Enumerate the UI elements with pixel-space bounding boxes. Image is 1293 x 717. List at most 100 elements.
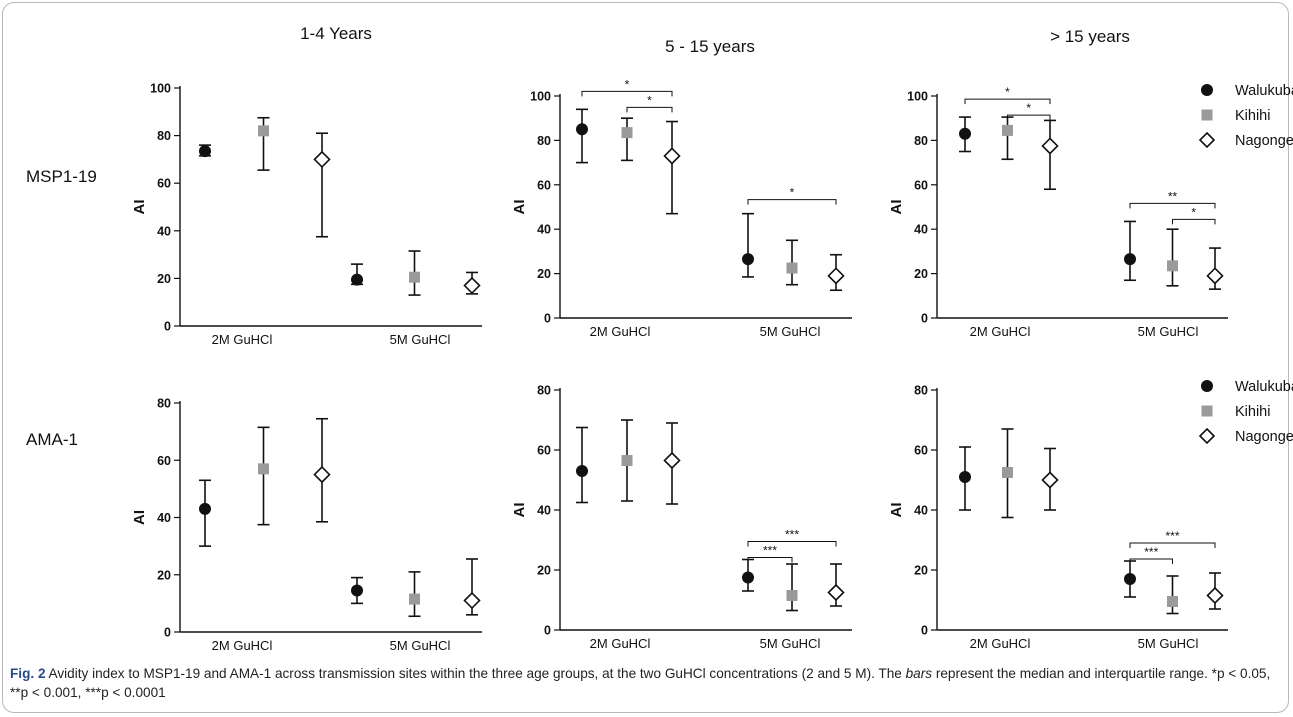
panel-2-y-tick-label: 100 — [530, 90, 551, 104]
panel-1-y-tick-label: 0 — [164, 320, 171, 334]
legend-2-marker-kihihi — [1201, 405, 1213, 417]
panel-3-x-tick-label: 5M GuHCl — [1138, 324, 1199, 339]
legend-2-marker-nagongera — [1198, 427, 1216, 445]
panel-2-y-tick-label: 0 — [544, 312, 551, 326]
panel-6-x-tick-label: 5M GuHCl — [1138, 636, 1199, 651]
panel-3-marker-kihihi — [1002, 124, 1013, 136]
panel-5-significance-bracket — [747, 557, 793, 563]
panel-2-y-tick-label: 60 — [537, 178, 551, 192]
panel-4-marker-walukuba — [351, 584, 363, 597]
panel-1-y-tick-label: 20 — [157, 272, 171, 286]
panel-3-marker-walukuba — [959, 127, 971, 140]
panel-3-y-tick-label: 60 — [914, 178, 928, 192]
panel-4-x-tick-label: 2M GuHCl — [212, 638, 273, 653]
panel-4-x-tick-label: 5M GuHCl — [390, 638, 451, 653]
panel-5-y-axis-label: AI — [511, 503, 528, 518]
row-label-1: MSP1-19 — [26, 167, 97, 186]
panel-4-y-tick-label: 0 — [164, 626, 171, 640]
panel-3-significance-label: * — [1005, 85, 1010, 99]
panel-4-marker-kihihi — [409, 593, 420, 605]
legend-2-entry-nagongera: Nagongera — [1235, 429, 1293, 445]
panel-6-marker-kihihi — [1167, 596, 1178, 607]
panel-1-marker-nagongera — [313, 150, 331, 169]
panel-6-y-tick-label: 60 — [914, 444, 928, 458]
panel-6-y-tick-label: 80 — [914, 384, 928, 398]
panel-1-y-tick-label: 60 — [157, 177, 171, 191]
panel-5-significance-label: *** — [785, 528, 799, 542]
panel-2-y-axis-label: AI — [511, 200, 528, 215]
panel-1-marker-walukuba — [199, 145, 211, 158]
panel-3-y-tick-label: 40 — [914, 223, 928, 237]
panel-3-significance-label: ** — [1168, 189, 1178, 203]
panel-2-significance-label: * — [647, 93, 652, 107]
panel-5-marker-walukuba — [742, 571, 754, 584]
panel-5-y-tick-label: 60 — [537, 444, 551, 458]
panel-6-marker-walukuba — [1124, 573, 1136, 585]
panel-5-significance-bracket — [747, 541, 837, 547]
panel-5-marker-kihihi — [621, 455, 633, 466]
column-title-3: > 15 years — [1050, 27, 1130, 46]
panel-3-significance-bracket — [1172, 218, 1216, 225]
panel-5-x-tick-label: 2M GuHCl — [590, 636, 651, 651]
panel-1-x-tick-label: 5M GuHCl — [390, 332, 451, 347]
panel-6-marker-walukuba — [959, 471, 971, 483]
panel-3-y-tick-label: 80 — [914, 134, 928, 148]
panel-2-marker-walukuba — [742, 253, 754, 266]
panel-2-marker-kihihi — [621, 127, 633, 139]
panel-1-marker-nagongera — [463, 276, 481, 295]
panel-5-marker-nagongera — [827, 583, 845, 602]
panel-6-y-tick-label: 40 — [914, 504, 928, 518]
caption-text: Avidity index to MSP1-19 and AMA-1 acros… — [45, 666, 906, 681]
panel-6-y-tick-label: 0 — [921, 624, 928, 638]
panel-2-x-tick-label: 2M GuHCl — [590, 324, 651, 339]
panel-2-significance-bracket — [626, 106, 673, 113]
panel-5-marker-kihihi — [786, 590, 798, 601]
panel-6-significance-bracket — [1129, 558, 1173, 564]
legend-1-marker-kihihi — [1201, 109, 1213, 121]
panel-3-marker-nagongera — [1041, 137, 1059, 155]
panel-6-significance-label: *** — [1165, 529, 1179, 543]
panel-4-marker-nagongera — [463, 591, 481, 610]
panel-5-y-tick-label: 20 — [537, 564, 551, 578]
legend-2-marker-walukuba — [1201, 380, 1213, 392]
figure-caption: Fig. 2 Avidity index to MSP1-19 and AMA-… — [10, 664, 1280, 702]
legend-2-entry-walukuba: Walukuba — [1235, 379, 1293, 395]
panel-3-x-tick-label: 2M GuHCl — [970, 324, 1031, 339]
legend-2-entry-kihihi: Kihihi — [1235, 404, 1270, 420]
panel-6-marker-nagongera — [1206, 586, 1224, 605]
panel-6-x-tick-label: 2M GuHCl — [970, 636, 1031, 651]
panel-5-significance-label: *** — [763, 544, 777, 558]
panel-4-y-tick-label: 80 — [157, 397, 171, 411]
panel-5-y-tick-label: 40 — [537, 504, 551, 518]
panel-3-y-tick-label: 20 — [914, 267, 928, 281]
panel-6-marker-kihihi — [1002, 467, 1013, 478]
column-title-1: 1-4 Years — [300, 24, 372, 43]
panel-3-y-tick-label: 100 — [907, 90, 928, 104]
panel-2-marker-kihihi — [786, 262, 798, 274]
panel-2-marker-nagongera — [827, 267, 845, 285]
panel-3-significance-label: * — [1026, 101, 1031, 115]
column-title-2: 5 - 15 years — [665, 37, 755, 56]
legend-1-entry-nagongera: Nagongera — [1235, 133, 1293, 149]
panel-5-marker-walukuba — [576, 465, 588, 477]
panel-3-significance-label: * — [1191, 205, 1196, 219]
panel-5-y-tick-label: 0 — [544, 624, 551, 638]
row-label-2: AMA-1 — [26, 430, 78, 449]
panel-6-significance-label: *** — [1144, 545, 1158, 559]
panel-2-y-tick-label: 40 — [537, 223, 551, 237]
panel-4-marker-kihihi — [258, 463, 269, 475]
panel-2-x-tick-label: 5M GuHCl — [760, 324, 821, 339]
panel-2-y-tick-label: 80 — [537, 134, 551, 148]
panel-1-marker-kihihi — [258, 125, 269, 137]
panel-2-significance-label: * — [790, 186, 795, 200]
panel-5-marker-nagongera — [663, 451, 681, 470]
panel-5-y-tick-label: 80 — [537, 384, 551, 398]
panel-4-y-tick-label: 20 — [157, 568, 171, 582]
panel-1-marker-walukuba — [351, 273, 363, 286]
legend-1-entry-kihihi: Kihihi — [1235, 108, 1270, 124]
legend-1-marker-nagongera — [1198, 131, 1216, 149]
panel-3-y-tick-label: 0 — [921, 312, 928, 326]
panel-2-significance-bracket — [581, 90, 673, 97]
panel-1-x-tick-label: 2M GuHCl — [212, 332, 273, 347]
